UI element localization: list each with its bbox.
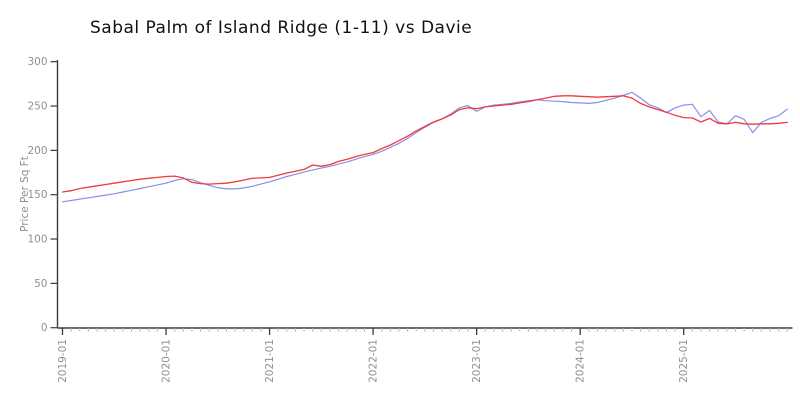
x-tick-label: 2024-01 (575, 339, 587, 383)
x-tick-label: 2023-01 (471, 339, 483, 383)
x-tick-label: 2021-01 (264, 339, 276, 383)
x-tick-label: 2025-01 (678, 339, 690, 383)
series-line-red (61, 95, 788, 193)
chart-title: Sabal Palm of Island Ridge (1-11) vs Dav… (90, 18, 473, 38)
y-tick-label: 100 (27, 234, 47, 246)
y-tick-label: 150 (27, 189, 47, 201)
x-tick-label: 2022-01 (368, 339, 380, 383)
series-line-blue (61, 91, 788, 203)
y-tick-label: 250 (27, 101, 47, 113)
y-tick-label: 200 (27, 145, 47, 157)
y-tick-label: 300 (27, 56, 47, 68)
y-axis-label: Price Per Sq Ft (19, 156, 31, 232)
y-axis: 0 50 100 150 200 250 300 Price Per Sq Ft (19, 56, 59, 334)
x-tick-label: 2019-01 (57, 339, 69, 383)
y-tick-label: 0 (41, 322, 48, 334)
y-tick-label: 50 (34, 278, 47, 290)
x-axis: 2019-01 2020-01 2021-01 2022-01 2023-01 2024-… (57, 327, 793, 383)
x-tick-label: 2020-01 (161, 339, 173, 383)
